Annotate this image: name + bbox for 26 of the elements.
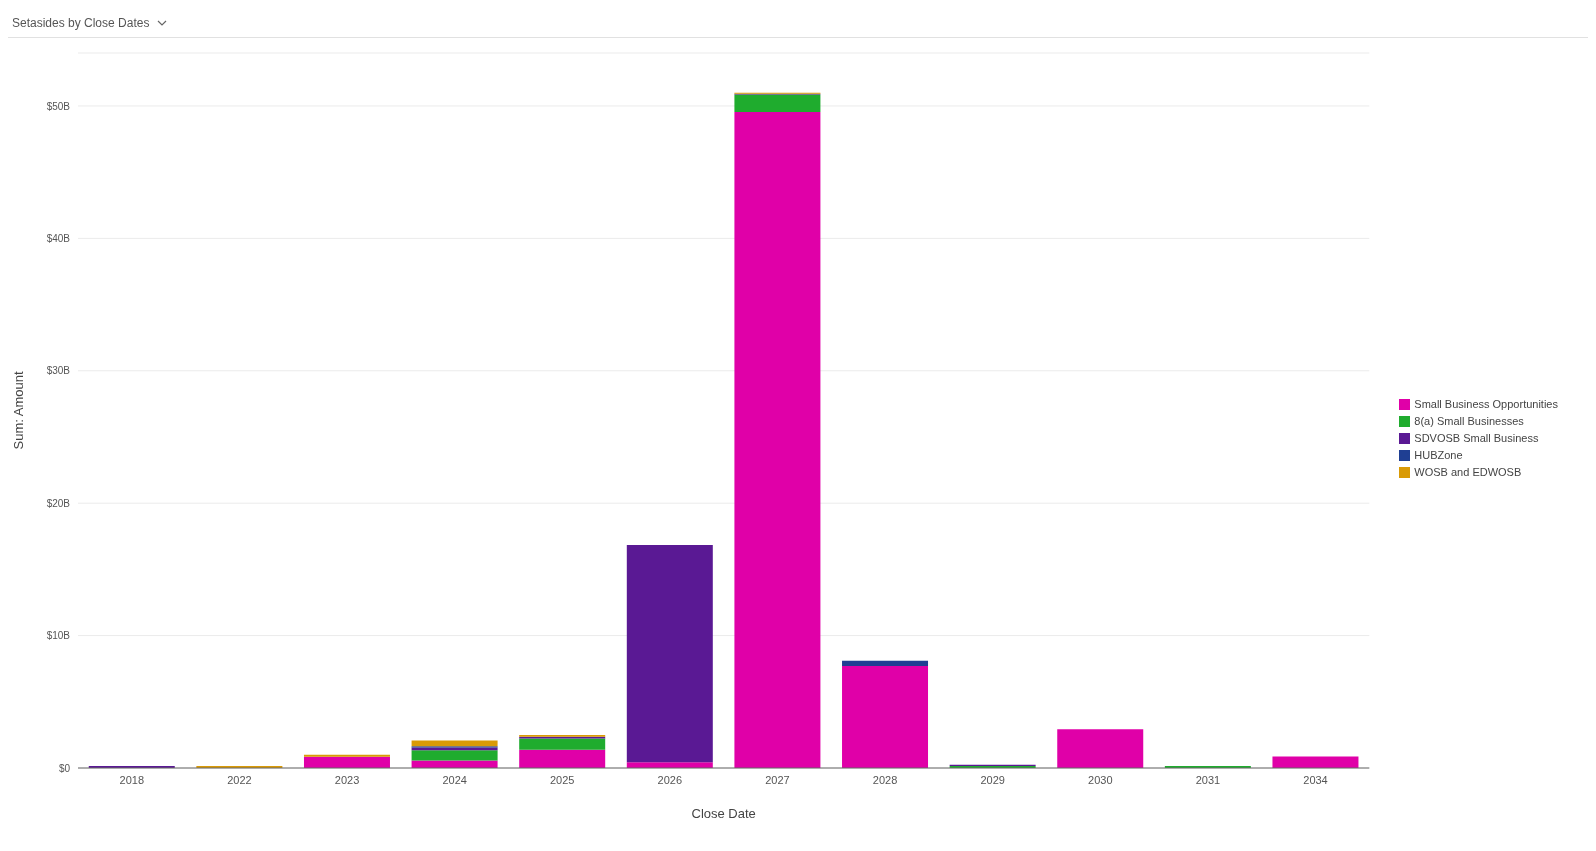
x-tick-label: 2031 [1195,773,1221,786]
y-tick-label: $20B [46,497,71,509]
x-tick-label: 2028 [872,773,898,786]
x-tick-label: 2029 [980,773,1005,786]
x-tick-label: 2026 [657,773,683,786]
legend-label: WOSB and EDWOSB [1414,465,1522,478]
x-tick-label: 2018 [119,773,145,786]
x-tick-label: 2025 [550,773,575,786]
x-tick-label: 2022 [227,773,252,786]
y-tick-label: $40B [46,232,71,244]
y-axis-title: Sum: Amount [10,371,26,450]
legend-label: 8(a) Small Businesses [1414,414,1524,427]
x-tick-label: 2034 [1303,773,1328,786]
chart-title: Setasides by Close Dates [12,15,150,30]
y-tick-label: $0 [58,762,71,774]
legend-label: HUBZone [1414,448,1463,461]
x-axis-title: Close Date [691,806,756,821]
x-tick-label: 2023 [334,773,360,786]
x-tick-label: 2027 [765,773,790,786]
x-tick-label: 2024 [442,773,467,786]
legend-label: SDVOSB Small Business [1414,431,1539,444]
y-tick-label: $30B [46,365,71,377]
legend-label: Small Business Opportunities [1414,397,1558,410]
y-tick-label: $50B [46,100,71,112]
y-tick-label: $10B [46,630,71,642]
x-tick-label: 2030 [1088,773,1113,786]
